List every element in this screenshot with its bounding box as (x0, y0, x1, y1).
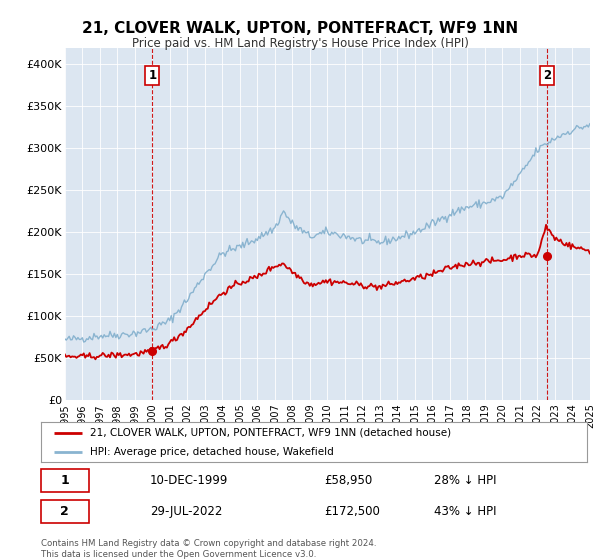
FancyBboxPatch shape (41, 469, 89, 492)
FancyBboxPatch shape (41, 500, 89, 524)
Text: 10-DEC-1999: 10-DEC-1999 (150, 474, 229, 487)
Text: 1: 1 (61, 474, 69, 487)
Text: £58,950: £58,950 (325, 474, 373, 487)
Text: Price paid vs. HM Land Registry's House Price Index (HPI): Price paid vs. HM Land Registry's House … (131, 37, 469, 50)
Text: 2: 2 (61, 505, 69, 519)
Text: 29-JUL-2022: 29-JUL-2022 (150, 505, 223, 519)
Text: 21, CLOVER WALK, UPTON, PONTEFRACT, WF9 1NN: 21, CLOVER WALK, UPTON, PONTEFRACT, WF9 … (82, 21, 518, 36)
Text: 21, CLOVER WALK, UPTON, PONTEFRACT, WF9 1NN (detached house): 21, CLOVER WALK, UPTON, PONTEFRACT, WF9 … (90, 428, 451, 437)
Text: 1: 1 (148, 69, 157, 82)
Text: £172,500: £172,500 (325, 505, 380, 519)
Text: 28% ↓ HPI: 28% ↓ HPI (434, 474, 496, 487)
Text: 2: 2 (544, 69, 551, 82)
Text: HPI: Average price, detached house, Wakefield: HPI: Average price, detached house, Wake… (90, 447, 334, 457)
Text: Contains HM Land Registry data © Crown copyright and database right 2024.
This d: Contains HM Land Registry data © Crown c… (41, 539, 376, 559)
Text: 43% ↓ HPI: 43% ↓ HPI (434, 505, 496, 519)
